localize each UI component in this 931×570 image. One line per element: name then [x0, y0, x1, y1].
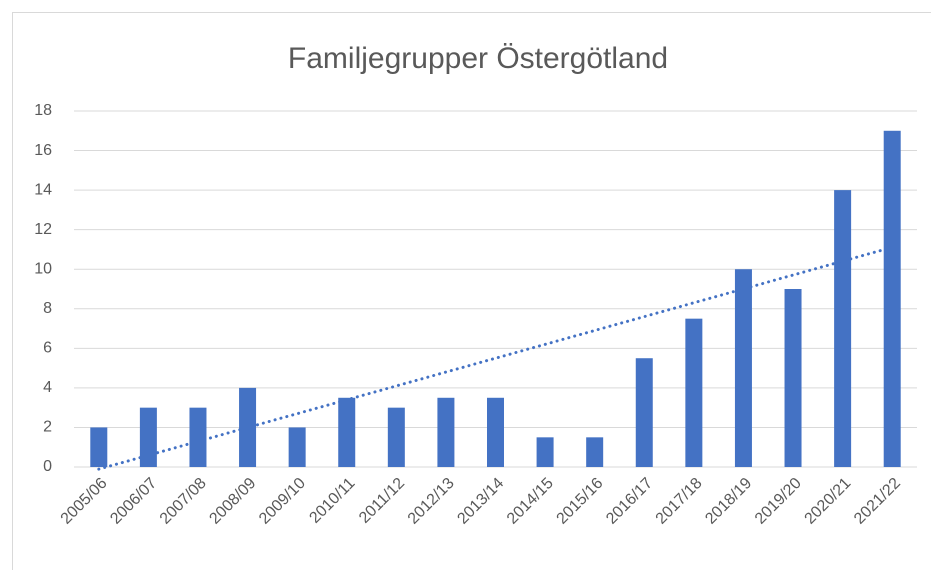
y-tick-label: 8: [43, 300, 52, 317]
y-tick-label: 2: [43, 419, 52, 436]
y-tick-label: 4: [43, 379, 52, 396]
bar: [338, 397, 356, 467]
y-tick-label: 6: [43, 340, 52, 357]
bar: [685, 318, 703, 467]
bar: [586, 437, 604, 467]
bar: [189, 407, 207, 467]
bar: [288, 427, 306, 467]
bar: [536, 437, 554, 467]
chart-title: Familjegrupper Östergötland: [288, 42, 668, 75]
bar: [239, 387, 257, 467]
bar: [734, 269, 752, 467]
chart-border: [12, 12, 931, 570]
y-tick-label: 14: [34, 181, 52, 198]
bar: [437, 397, 455, 467]
bar: [834, 190, 852, 467]
bar: [635, 358, 653, 467]
bar: [387, 407, 405, 467]
y-tick-label: 0: [43, 458, 52, 475]
y-tick-label: 16: [34, 142, 52, 159]
y-tick-label: 10: [34, 260, 52, 277]
bar: [487, 397, 504, 467]
y-tick-label: 18: [34, 102, 52, 119]
bar: [90, 427, 108, 467]
bar: [139, 407, 157, 467]
bar: [883, 130, 901, 467]
y-tick-label: 12: [34, 221, 52, 238]
bar: [784, 289, 802, 467]
